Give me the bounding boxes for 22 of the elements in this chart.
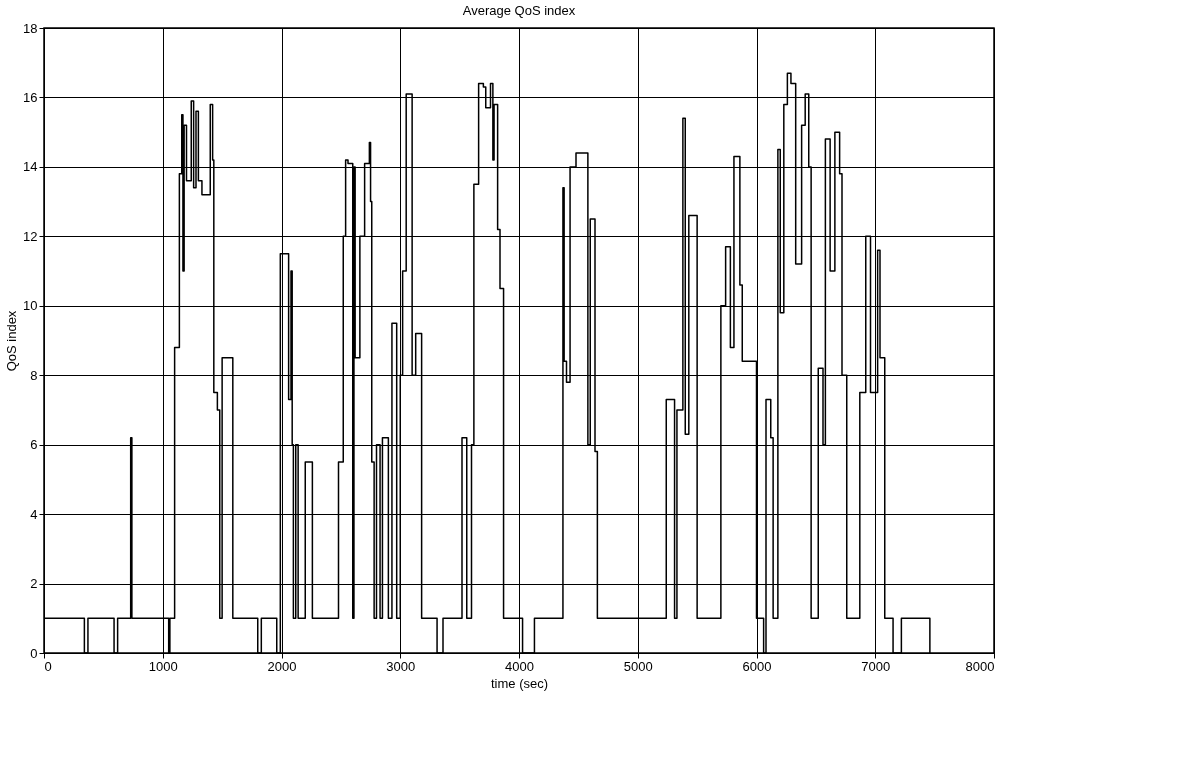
x-tick-label: 0 [44, 658, 52, 674]
x-tick-label: 1000 [148, 658, 178, 674]
y-tick-label: 18 [23, 20, 38, 36]
x-axis-title: time (sec) [490, 675, 549, 691]
y-tick-label: 8 [30, 367, 38, 383]
y-tick-label: 4 [30, 506, 38, 522]
x-tick-label: 8000 [965, 658, 995, 674]
x-tick-label: 2000 [267, 658, 297, 674]
x-tick-label: 7000 [861, 658, 891, 674]
y-tick-label: 0 [30, 645, 38, 661]
y-tick-label: 12 [23, 228, 38, 244]
y-tick-label: 16 [23, 89, 38, 105]
x-tick-label: 5000 [623, 658, 653, 674]
y-tick-label: 2 [30, 576, 38, 592]
y-tick-label: 14 [23, 159, 38, 175]
y-tick-label: 6 [30, 437, 38, 453]
y-axis-title: QoS index [4, 310, 20, 372]
y-tick-label: 10 [23, 298, 38, 314]
x-tick-label: 3000 [386, 658, 416, 674]
x-tick-label: 4000 [505, 658, 534, 674]
x-tick-label: 6000 [742, 658, 772, 674]
chart-title: Average QoS index [462, 3, 576, 18]
